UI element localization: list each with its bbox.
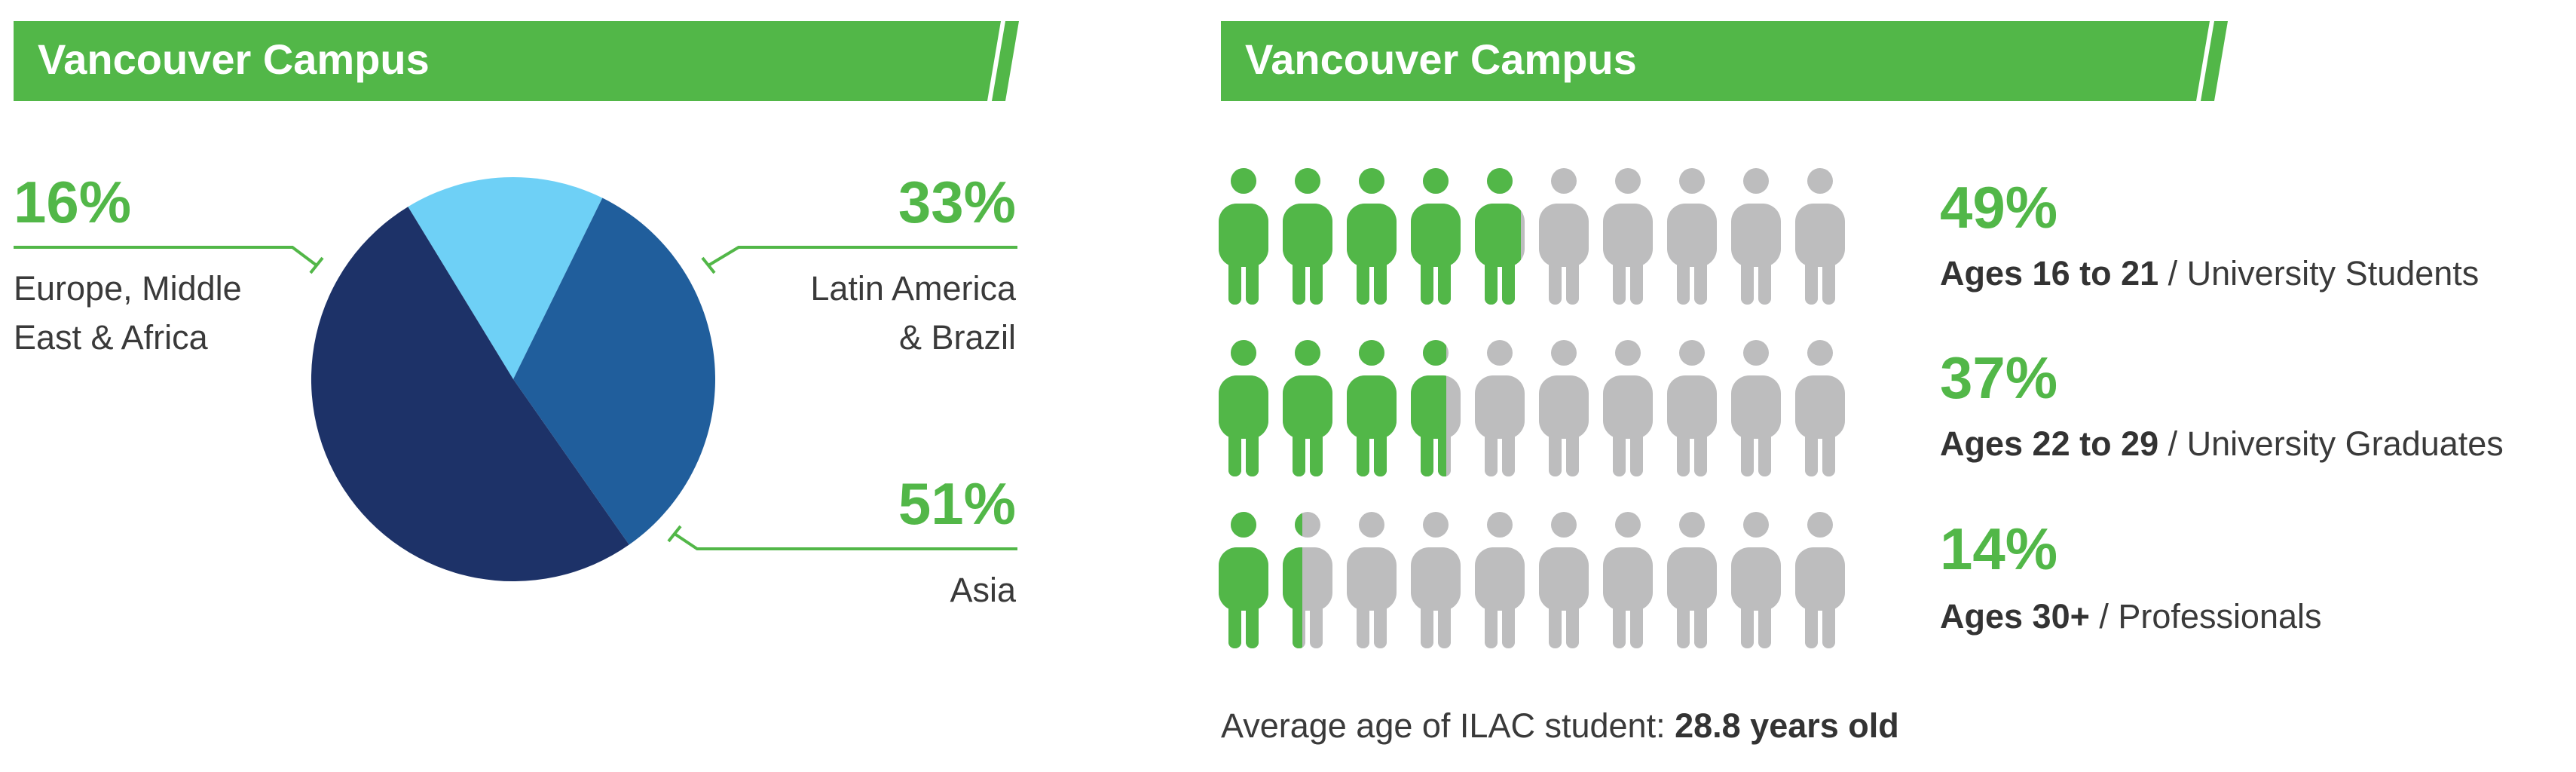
right-header-slash [2201, 21, 2228, 101]
left-header-banner: Vancouver Campus [14, 21, 1019, 101]
callout-label-line-2: East & Africa [14, 318, 209, 357]
person-icon [1283, 340, 1332, 476]
age-row-0: 49% Ages 16 to 21 / University Students [1940, 174, 2479, 293]
age-label-rest: / University Students [2158, 254, 2479, 293]
leader-end-ticks [309, 256, 716, 543]
age-label-rest: / University Graduates [2158, 424, 2504, 463]
callout-value: 16% [14, 169, 131, 235]
callout-leader-lines [14, 246, 1017, 550]
age-label-bold: Ages 30+ [1940, 597, 2090, 636]
person-icon [1795, 340, 1845, 476]
person-icon [1667, 168, 1717, 305]
person-icon [1411, 512, 1461, 648]
right-header-banner: Vancouver Campus [1221, 21, 2228, 101]
person-icon [1347, 168, 1397, 305]
pictograph-row-1 [1219, 340, 1845, 476]
person-icon [1795, 512, 1845, 648]
person-icon [1411, 340, 1461, 476]
age-row-1: 37% Ages 22 to 29 / University Graduates [1940, 345, 2504, 463]
person-icon [1475, 340, 1525, 476]
person-icon [1219, 168, 1268, 305]
age-label: Ages 30+ / Professionals [1940, 597, 2322, 636]
pie-slice-asia [311, 207, 629, 582]
person-icon [1539, 512, 1589, 648]
callout-asia: 51% Asia [898, 470, 1017, 609]
person-icon [1667, 340, 1717, 476]
age-label-bold: Ages 22 to 29 [1940, 424, 2158, 463]
pictograph-row-0 [1219, 168, 1845, 305]
callout-label-line-1: Latin America [810, 269, 1017, 308]
person-icon [1731, 340, 1781, 476]
right-header-background [1221, 21, 2210, 101]
average-age-note: Average age of ILAC student: 28.8 years … [1221, 706, 1899, 745]
person-icon [1603, 168, 1653, 305]
left-header-slash [992, 21, 1019, 101]
age-label-bold: Ages 16 to 21 [1940, 254, 2158, 293]
age-percent: 14% [1940, 516, 2057, 582]
age-row-2: 14% Ages 30+ / Professionals [1940, 516, 2322, 636]
person-icon [1219, 512, 1268, 648]
left-header-background [14, 21, 1001, 101]
average-age-value: 28.8 years old [1675, 706, 1899, 745]
age-label-rest: / Professionals [2090, 597, 2322, 636]
person-icon [1731, 168, 1781, 305]
age-percent: 37% [1940, 345, 2057, 411]
leader-end-europe [309, 256, 324, 274]
left-panel: Vancouver Campus 16% Europe, Middle East… [14, 21, 1019, 609]
age-label: Ages 16 to 21 / University Students [1940, 254, 2479, 293]
pie-slice-europe-middle-east-africa [408, 176, 603, 380]
right-header-title: Vancouver Campus [1245, 35, 1637, 83]
leader-end-latin-america [701, 256, 716, 274]
person-icon [1475, 512, 1525, 648]
person-icon [1347, 340, 1397, 476]
callout-latin-america: 33% Latin America & Brazil [810, 169, 1017, 357]
age-label: Ages 22 to 29 / University Graduates [1940, 424, 2504, 463]
leader-end-asia [667, 525, 682, 543]
right-panel: Vancouver Campus 49% Ages 16 to 21 / Uni… [1219, 21, 2504, 745]
callout-value: 51% [898, 470, 1016, 537]
person-icon [1411, 168, 1461, 305]
person-icon [1667, 512, 1717, 648]
person-icon [1347, 512, 1397, 648]
person-icon [1603, 512, 1653, 648]
person-icon [1283, 512, 1332, 648]
pictograph-chart [1219, 168, 1845, 648]
callout-label-line-1: Asia [950, 571, 1017, 609]
leader-line-latin-america [707, 246, 1017, 267]
callout-label-line-2: & Brazil [899, 318, 1016, 357]
person-icon [1539, 168, 1589, 305]
pie-chart [311, 176, 716, 582]
leader-line-asia [673, 532, 1017, 550]
leader-line-europe [14, 246, 318, 267]
pie-slice-latin-america-brazil [513, 198, 716, 545]
average-age-label: Average age of ILAC student: [1221, 706, 1675, 745]
person-icon [1539, 340, 1589, 476]
person-icon [1283, 168, 1332, 305]
person-icon [1603, 340, 1653, 476]
age-percent: 49% [1940, 174, 2057, 240]
callout-value: 33% [898, 169, 1016, 235]
callout-label-line-1: Europe, Middle [14, 269, 242, 308]
person-icon [1731, 512, 1781, 648]
person-icon [1475, 168, 1525, 305]
callout-europe: 16% Europe, Middle East & Africa [14, 169, 242, 357]
pictograph-row-2 [1219, 512, 1845, 648]
person-icon [1219, 340, 1268, 476]
person-icon [1795, 168, 1845, 305]
left-header-title: Vancouver Campus [38, 35, 430, 83]
